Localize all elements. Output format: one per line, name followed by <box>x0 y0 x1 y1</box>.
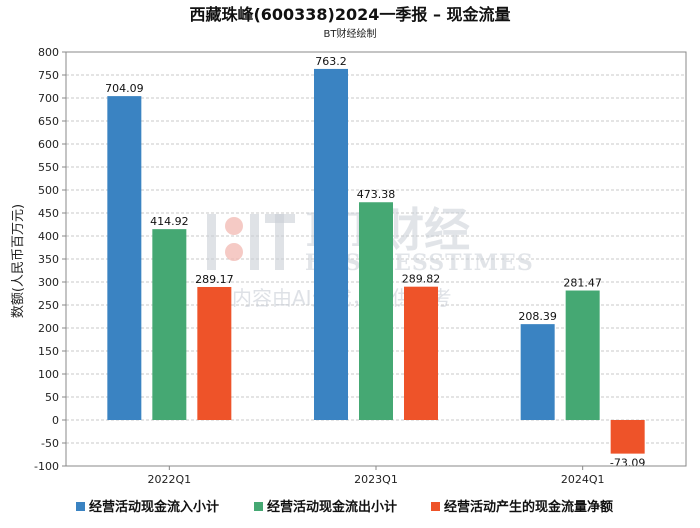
data-label: 473.38 <box>357 188 396 201</box>
y-tick-label: 650 <box>38 115 59 128</box>
x-tick-label: 2022Q1 <box>148 473 192 486</box>
chart-subtitle: BT财经绘制 <box>324 27 377 40</box>
chart-title: 西藏珠峰(600338)2024一季报 – 现金流量 <box>189 5 510 24</box>
bar <box>520 324 555 420</box>
legend-swatch <box>76 502 85 511</box>
y-tick-label: 700 <box>38 92 59 105</box>
legend-label: 经营活动现金流入小计 <box>89 499 219 515</box>
y-tick-label: 0 <box>52 414 59 427</box>
watermark-logo <box>207 214 295 270</box>
bar <box>610 420 645 454</box>
data-label: 704.09 <box>105 82 144 95</box>
bar <box>404 286 438 420</box>
y-tick-label: 400 <box>38 230 59 243</box>
data-label: 763.2 <box>315 55 347 68</box>
data-label: 289.17 <box>195 273 234 286</box>
legend-swatch <box>431 502 440 511</box>
bar-layer: 704.09 414.92 289.17 763.2 473.38 289.82 208.3… <box>105 55 645 470</box>
bar <box>314 68 348 420</box>
bar <box>359 202 393 420</box>
y-tick-label: 50 <box>45 391 59 404</box>
bar <box>152 229 187 420</box>
y-tick-label: 450 <box>38 207 59 220</box>
bar <box>107 96 142 421</box>
bar <box>565 290 600 420</box>
data-label: 414.92 <box>150 215 189 228</box>
y-tick-label: 550 <box>38 161 59 174</box>
y-axis-title: 数额(人民币百万元) <box>11 204 26 318</box>
y-tick-label: 350 <box>38 253 59 266</box>
y-tick-label: 600 <box>38 138 59 151</box>
y-tick-label: -100 <box>34 460 59 473</box>
legend-swatch <box>254 502 263 511</box>
data-label: 289.82 <box>402 273 441 286</box>
legend: 经营活动现金流入小计 经营活动现金流出小计 经营活动产生的现金流量净额 <box>76 499 613 515</box>
y-tick-label: 800 <box>38 46 59 59</box>
data-label: 281.47 <box>563 277 602 290</box>
axes: -100 -50 0 50 100 150 200 250 300 350 400 450 500 550… <box>34 46 687 486</box>
y-tick-label: 500 <box>38 184 59 197</box>
y-tick-label: 200 <box>38 322 59 335</box>
legend-label: 经营活动产生的现金流量净额 <box>444 499 613 515</box>
x-tick-label: 2023Q1 <box>354 473 398 486</box>
bar <box>197 286 232 420</box>
y-tick-label: -50 <box>41 437 59 450</box>
y-tick-label: 750 <box>38 69 59 82</box>
data-label: -73.09 <box>610 457 645 470</box>
legend-label: 经营活动现金流出小计 <box>267 499 397 515</box>
y-tick-label: 250 <box>38 299 59 312</box>
y-tick-label: 100 <box>38 368 59 381</box>
y-tick-label: 150 <box>38 345 59 358</box>
x-tick-label: 2024Q1 <box>561 473 605 486</box>
data-label: 208.39 <box>518 310 557 323</box>
y-tick-label: 300 <box>38 276 59 289</box>
